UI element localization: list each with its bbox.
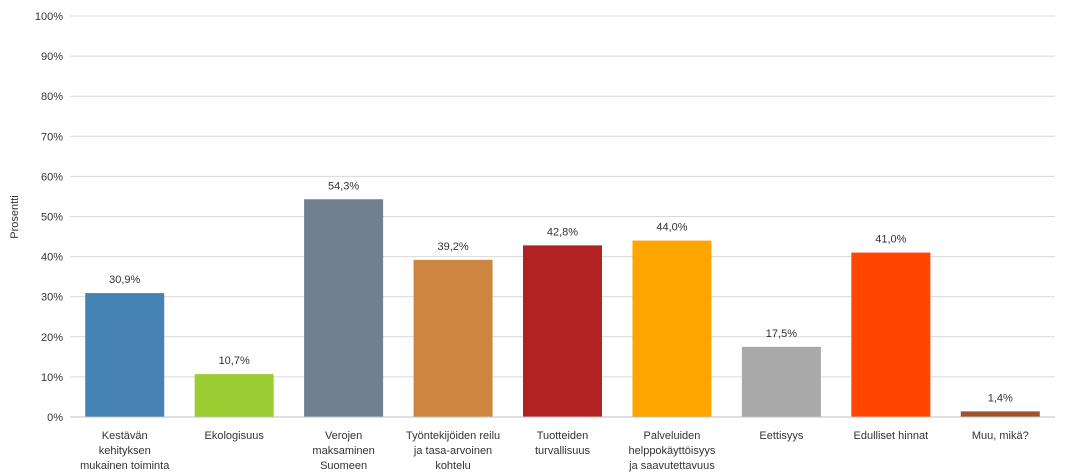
- data-label: 1,4%: [988, 392, 1013, 404]
- y-tick-label: 80%: [41, 91, 63, 103]
- bar: [413, 259, 493, 417]
- y-tick-label: 20%: [41, 332, 63, 344]
- bar: [851, 252, 931, 417]
- data-label: 10,7%: [219, 355, 250, 367]
- category-labels: Kestävän kehityksen mukainen toiminta Ekolo…: [80, 430, 1029, 472]
- data-label: 41,0%: [875, 234, 906, 246]
- category-label: Tuotteiden turvallisuus: [535, 430, 591, 457]
- category-label: Työntekijöiden reilu ja tasa-arvoinen koht…: [406, 430, 500, 472]
- y-tick-label: 30%: [41, 292, 63, 304]
- category-label: Edulliset hinnat: [854, 430, 929, 442]
- y-tick-label: 10%: [41, 372, 63, 384]
- data-label: 44,0%: [656, 222, 687, 234]
- data-label: 30,9%: [109, 274, 140, 286]
- y-axis-ticks: 0% 10% 20% 30% 40% 50% 60% 70% 80% 90% 100%: [35, 11, 63, 424]
- data-label: 42,8%: [547, 226, 578, 238]
- bar: [960, 411, 1040, 417]
- data-label: 54,3%: [328, 180, 359, 192]
- y-axis-title: Prosentti: [9, 195, 21, 238]
- y-tick-label: 0%: [47, 412, 63, 424]
- y-tick-label: 40%: [41, 252, 63, 264]
- bar: [523, 245, 602, 417]
- y-tick-label: 50%: [41, 212, 63, 224]
- category-label: Kestävän kehityksen mukainen toiminta: [80, 430, 170, 472]
- data-label: 17,5%: [766, 328, 797, 340]
- category-label: Verojen maksaminen Suomeen: [312, 430, 374, 472]
- bar: [632, 240, 712, 417]
- category-label: Eettisyys: [759, 430, 804, 442]
- data-label: 39,2%: [437, 241, 468, 253]
- bar: [194, 374, 274, 417]
- bar: [304, 199, 384, 417]
- y-tick-label: 90%: [41, 51, 63, 63]
- y-tick-label: 70%: [41, 131, 63, 143]
- bar: [85, 293, 165, 417]
- category-label: Ekologisuus: [205, 430, 265, 442]
- bar: [741, 346, 821, 417]
- y-tick-label: 100%: [35, 11, 63, 23]
- category-label: Palveluiden helppokäyttöisyys ja saavutett…: [628, 430, 716, 472]
- data-labels: 30,9% 10,7% 54,3% 39,2% 42,8% 44,0% 17,5% 41,0%…: [109, 180, 1013, 404]
- category-label: Muu, mikä?: [972, 430, 1029, 442]
- bars: [85, 199, 1040, 417]
- y-tick-label: 60%: [41, 171, 63, 183]
